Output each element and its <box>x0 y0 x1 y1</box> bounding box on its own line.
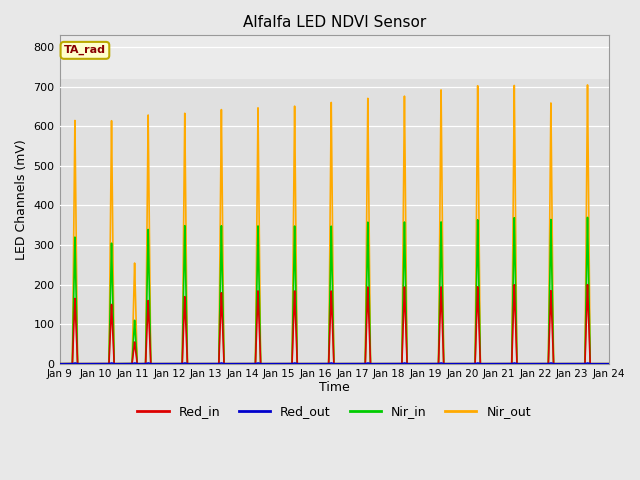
Text: TA_rad: TA_rad <box>64 45 106 56</box>
Y-axis label: LED Channels (mV): LED Channels (mV) <box>15 139 28 260</box>
Legend: Red_in, Red_out, Nir_in, Nir_out: Red_in, Red_out, Nir_in, Nir_out <box>132 400 536 423</box>
Bar <box>60 36 609 79</box>
Title: Alfalfa LED NDVI Sensor: Alfalfa LED NDVI Sensor <box>243 15 426 30</box>
X-axis label: Time: Time <box>319 382 349 395</box>
